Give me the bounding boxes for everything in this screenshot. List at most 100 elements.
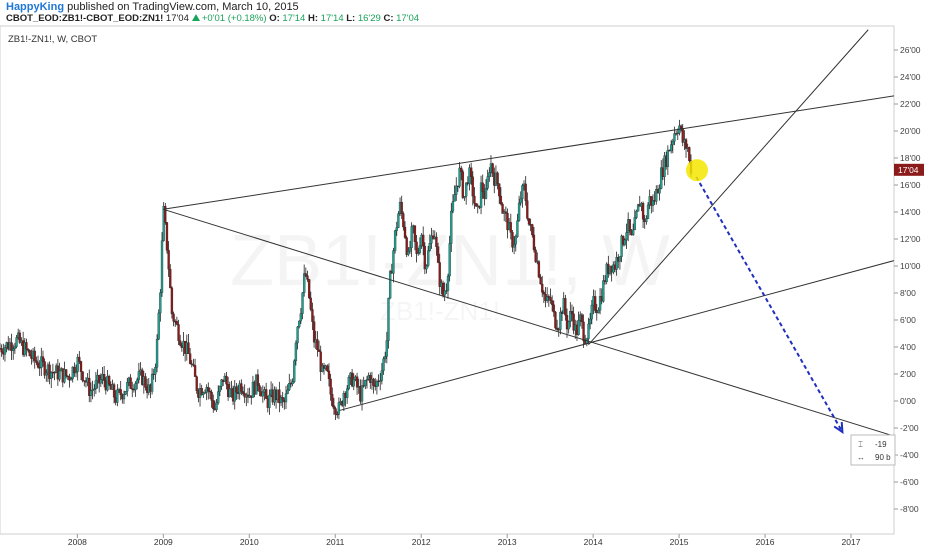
candle-body bbox=[658, 188, 661, 194]
candle-body bbox=[98, 375, 101, 384]
measure-box[interactable]: ⌶ -19 ↔ 90 b bbox=[850, 434, 896, 466]
candle-body bbox=[265, 389, 268, 399]
candle-body bbox=[646, 204, 650, 219]
candle-body bbox=[99, 379, 102, 384]
candle-body bbox=[179, 340, 182, 346]
candle-body bbox=[10, 342, 13, 351]
candle-body bbox=[291, 381, 294, 385]
x-tick-label: 2014 bbox=[584, 537, 603, 547]
candle-body bbox=[479, 182, 483, 208]
candle-body bbox=[393, 230, 397, 251]
candle-body bbox=[218, 386, 222, 392]
candle-body bbox=[501, 203, 504, 214]
candle-body bbox=[676, 132, 679, 135]
candle-body bbox=[93, 388, 96, 391]
candle-body bbox=[410, 226, 413, 248]
candle-body bbox=[177, 324, 180, 341]
candle-body bbox=[598, 296, 602, 311]
author-name[interactable]: HappyKing bbox=[6, 1, 65, 13]
candle-body bbox=[167, 250, 170, 270]
candle-body bbox=[352, 379, 355, 387]
candle-body bbox=[225, 375, 228, 385]
trendline[interactable] bbox=[163, 95, 895, 210]
candles bbox=[0, 119, 693, 421]
y-tick-label: 12'00 bbox=[900, 234, 921, 244]
candle-body bbox=[192, 364, 195, 366]
ruler-icon: ⌶ bbox=[858, 440, 863, 449]
projection-arrow[interactable] bbox=[695, 176, 844, 433]
candle-body bbox=[423, 245, 426, 270]
trendline[interactable] bbox=[339, 260, 895, 411]
candle-body bbox=[331, 394, 334, 406]
candle-body bbox=[670, 144, 673, 152]
candle-body bbox=[48, 364, 51, 379]
candle-body bbox=[312, 321, 316, 343]
candle-body bbox=[144, 376, 147, 388]
trendline[interactable] bbox=[163, 208, 895, 437]
candle-body bbox=[451, 201, 455, 212]
candle-body bbox=[258, 385, 261, 392]
candle-body bbox=[73, 366, 76, 374]
candle-body bbox=[208, 390, 212, 393]
last-price: 17'04 bbox=[165, 13, 189, 24]
candle-body bbox=[212, 400, 215, 409]
candle-body bbox=[372, 378, 375, 386]
candle-body bbox=[228, 388, 231, 397]
candle-body bbox=[13, 346, 17, 349]
symbol-name: CBOT_EOD:ZB1!-CBOT_EOD:ZN1! bbox=[6, 13, 164, 24]
x-tick-label: 2017 bbox=[842, 537, 861, 547]
trendlines[interactable] bbox=[163, 29, 895, 437]
candle-body bbox=[405, 237, 408, 255]
candle-body bbox=[635, 211, 638, 218]
candle-body bbox=[499, 195, 503, 205]
candle-body bbox=[342, 393, 345, 406]
candle-body bbox=[549, 297, 552, 301]
candle-body bbox=[620, 235, 623, 257]
candle-body bbox=[112, 384, 116, 398]
y-tick-label: 24'00 bbox=[900, 72, 921, 82]
candle-body bbox=[78, 356, 81, 362]
candle-body bbox=[321, 365, 324, 372]
symbol-watermark-sub: ZB1!-ZN1! bbox=[380, 296, 500, 326]
candle-body bbox=[651, 200, 655, 206]
candle-body bbox=[645, 218, 648, 223]
candle-body bbox=[284, 393, 288, 403]
candle-body bbox=[425, 265, 428, 270]
time-axis[interactable]: 2008 2009 2010 2011 2012 2013 2014 2015 2016 2017 bbox=[68, 534, 861, 547]
candle-body bbox=[281, 397, 284, 401]
candle-body bbox=[220, 379, 223, 387]
candle-body bbox=[154, 367, 157, 375]
candle-body bbox=[415, 241, 418, 254]
candle-body bbox=[66, 375, 69, 377]
candle-body bbox=[641, 203, 645, 220]
price-change: +0'01 (+0.18%) bbox=[201, 13, 267, 24]
candle-body bbox=[365, 379, 369, 381]
highlight-marker[interactable] bbox=[685, 159, 708, 182]
candle-body bbox=[215, 402, 218, 410]
candle-body bbox=[152, 373, 155, 375]
x-tick-label: 2010 bbox=[240, 537, 259, 547]
trendline[interactable] bbox=[588, 29, 869, 345]
candle-body bbox=[217, 391, 220, 404]
close-value: 17'04 bbox=[396, 13, 420, 24]
candle-body bbox=[417, 252, 420, 254]
candle-body bbox=[550, 300, 554, 305]
candle-body bbox=[557, 329, 560, 331]
high-value: 17'14 bbox=[320, 13, 344, 24]
candle-body bbox=[164, 206, 167, 223]
x-tick-label: 2011 bbox=[326, 537, 345, 547]
candle-body bbox=[491, 163, 494, 174]
candle-body bbox=[45, 372, 48, 376]
y-tick-label: 4'00 bbox=[900, 342, 916, 352]
candle-body bbox=[58, 370, 61, 380]
x-tick-label: 2013 bbox=[498, 537, 517, 547]
candle-body bbox=[400, 201, 403, 214]
candle-body bbox=[463, 196, 466, 198]
candle-body bbox=[461, 171, 465, 198]
annotations[interactable]: 17'04 bbox=[685, 159, 924, 435]
price-axis[interactable]: 26'00 24'00 22'00 20'00 18'00 16'00 14'00 12'00… bbox=[894, 45, 921, 514]
candle-body bbox=[261, 391, 264, 397]
candle-body bbox=[486, 176, 489, 189]
candle-body bbox=[18, 332, 21, 343]
